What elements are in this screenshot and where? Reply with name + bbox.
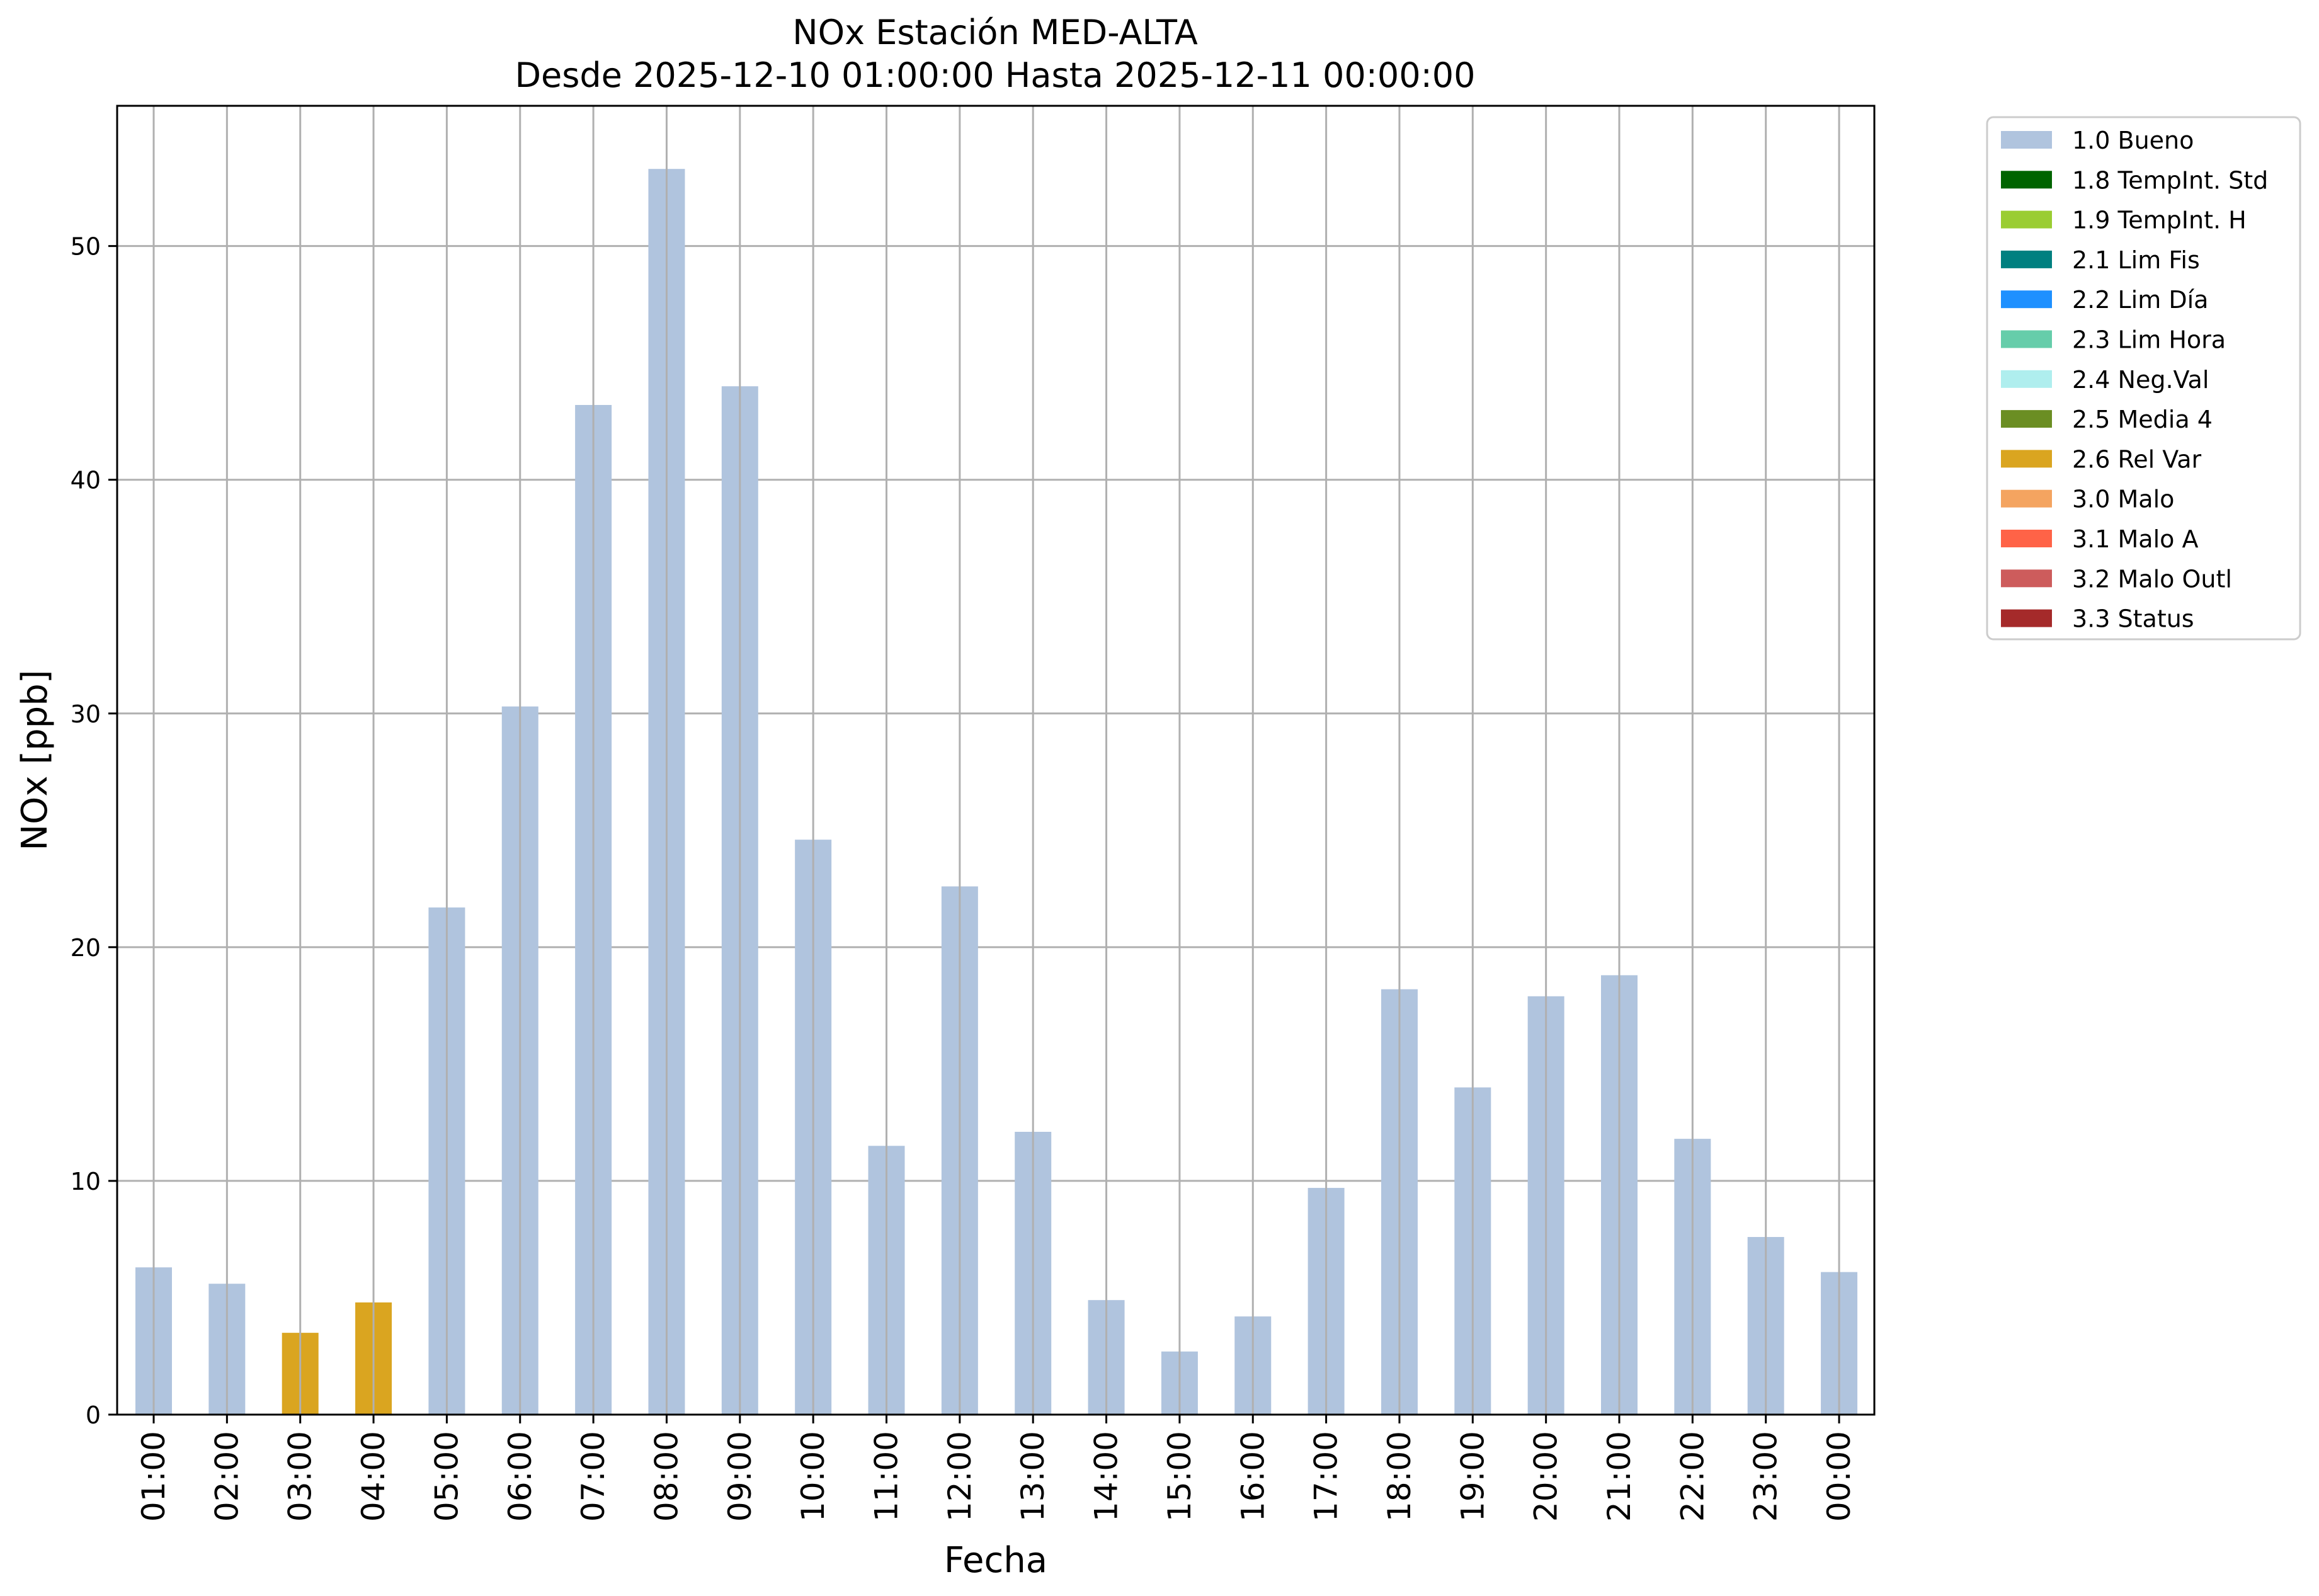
x-tick-label: 06:00: [502, 1431, 538, 1522]
chart-subtitle: Desde 2025-12-10 01:00:00 Hasta 2025-12-…: [515, 55, 1475, 95]
x-tick-label: 04:00: [355, 1431, 392, 1522]
legend: 1.0 Bueno 1.8 TempInt. Std 1.9 TempInt. H 2…: [1986, 116, 2301, 641]
chart-title: NOx Estación MED-ALTA: [792, 13, 1198, 52]
x-tick-label: 16:00: [1234, 1431, 1271, 1522]
x-tick-label: 18:00: [1381, 1431, 1418, 1522]
legend-label: 2.1 Lim Fis: [2072, 246, 2200, 274]
y-tick-label: 20: [71, 934, 101, 962]
x-tick-label: 02:00: [208, 1431, 245, 1522]
y-axis-label: NOx [ppb]: [14, 670, 55, 850]
x-tick-label: 03:00: [282, 1431, 319, 1522]
x-tick-label: 22:00: [1674, 1431, 1711, 1522]
legend-label: 2.5 Media 4: [2072, 406, 2213, 433]
bars: [135, 169, 1858, 1415]
legend-label: 1.9 TempInt. H: [2072, 207, 2247, 234]
legend-swatch: [2001, 210, 2052, 229]
legend-swatch: [2001, 131, 2052, 149]
legend-swatch: [2001, 450, 2052, 468]
x-tick-label: 20:00: [1528, 1431, 1564, 1522]
y-tick-label: 10: [71, 1168, 101, 1195]
x-tick-label: 01:00: [135, 1431, 172, 1522]
legend-label: 2.3 Lim Hora: [2072, 326, 2226, 354]
legend-label: 3.2 Malo Outl: [2072, 565, 2232, 593]
x-tick-label: 14:00: [1088, 1431, 1125, 1522]
y-tick-label: 50: [71, 233, 101, 261]
legend-label: 2.2 Lim Día: [2072, 286, 2208, 314]
legend-swatch: [2001, 410, 2052, 428]
legend-swatch: [2001, 171, 2052, 189]
x-axis-label: Fecha: [944, 1540, 1047, 1581]
x-tick-label: 09:00: [722, 1431, 758, 1522]
x-tick-label: 10:00: [795, 1431, 831, 1522]
y-tick-label: 0: [86, 1401, 101, 1429]
legend-swatch: [2001, 530, 2052, 547]
legend-swatch: [2001, 290, 2052, 309]
legend-swatch: [2001, 330, 2052, 348]
legend-items: 1.0 Bueno 1.8 TempInt. Std 1.9 TempInt. H 2…: [2001, 127, 2268, 633]
legend-swatch: [2001, 250, 2052, 268]
x-tick-label: 00:00: [1821, 1431, 1857, 1522]
x-tick-label: 05:00: [428, 1431, 465, 1522]
y-tick-label: 30: [71, 700, 101, 728]
legend-swatch: [2001, 489, 2052, 508]
x-tick-label: 19:00: [1454, 1431, 1491, 1522]
legend-label: 1.8 TempInt. Std: [2072, 166, 2268, 194]
x-tick-label: 17:00: [1308, 1431, 1345, 1522]
x-tick-label: 11:00: [869, 1431, 905, 1522]
x-tick-label: 12:00: [942, 1431, 978, 1522]
plot-frame: [116, 105, 1876, 1416]
legend-swatch: [2001, 609, 2052, 627]
x-tick-label: 13:00: [1015, 1431, 1051, 1522]
legend-swatch: [2001, 370, 2052, 388]
legend-box: [1986, 116, 2301, 641]
legend-label: 3.3 Status: [2072, 605, 2194, 633]
legend-label: 2.6 Rel Var: [2072, 445, 2202, 473]
legend-label: 1.0 Bueno: [2072, 127, 2194, 154]
x-axis: 01:00 02:00 03:00 04:00 05:00 06:00 07:00 08:00…: [135, 1415, 1857, 1522]
y-axis: 0 10 20 30 40 50: [71, 233, 117, 1429]
legend-label: 3.1 Malo A: [2072, 525, 2198, 553]
vertical-grid-lines: [152, 106, 1840, 1415]
x-tick-label: 23:00: [1748, 1431, 1784, 1522]
x-tick-label: 21:00: [1601, 1431, 1638, 1522]
x-tick-label: 08:00: [648, 1431, 685, 1522]
legend-label: 3.0 Malo: [2072, 486, 2174, 513]
legend-label: 2.4 Neg.Val: [2072, 366, 2209, 394]
legend-swatch: [2001, 569, 2052, 588]
x-tick-label: 15:00: [1161, 1431, 1198, 1522]
y-tick-label: 40: [71, 467, 101, 494]
x-tick-label: 07:00: [575, 1431, 612, 1522]
